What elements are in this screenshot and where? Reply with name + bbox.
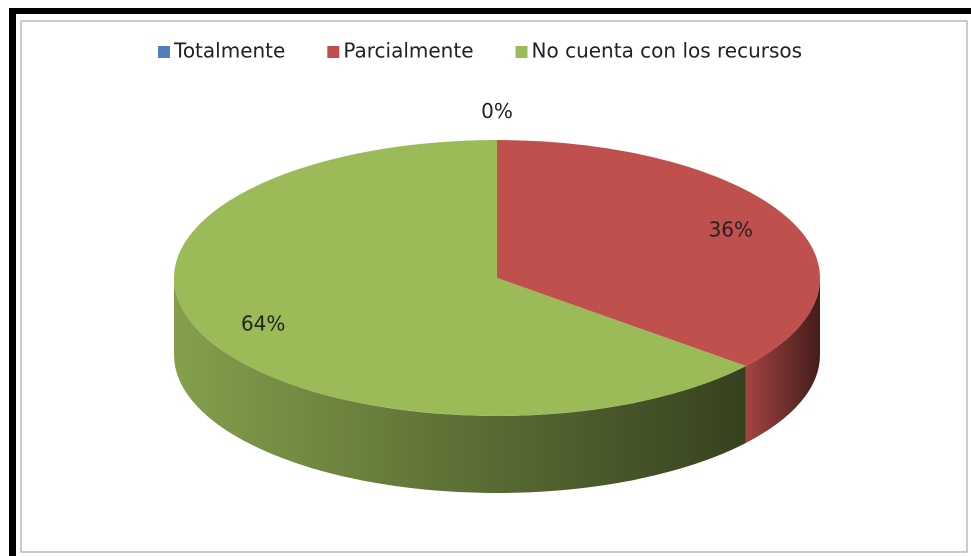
legend-swatch bbox=[327, 46, 340, 58]
legend-label: Parcialmente bbox=[343, 39, 473, 63]
data-labels: 0% 36% 64% bbox=[241, 99, 753, 336]
legend-swatch bbox=[158, 46, 170, 58]
frame-top bbox=[9, 8, 971, 14]
pie-sides bbox=[173, 278, 820, 494]
legend-label: Totalmente bbox=[173, 39, 285, 63]
frame-left bbox=[9, 8, 16, 556]
legend-swatch bbox=[515, 46, 528, 58]
slice-side bbox=[745, 278, 820, 443]
plot-border bbox=[20, 20, 968, 553]
data-label: 64% bbox=[241, 312, 285, 336]
slice bbox=[497, 140, 820, 366]
data-label: 0% bbox=[481, 99, 513, 123]
data-label: 36% bbox=[709, 217, 753, 241]
slice-side bbox=[173, 278, 746, 494]
slice bbox=[173, 140, 746, 416]
pie-tops bbox=[173, 140, 820, 416]
legend-label: No cuenta con los recursos bbox=[532, 39, 803, 63]
legend: Totalmente Parcialmente No cuenta con los … bbox=[158, 39, 802, 63]
